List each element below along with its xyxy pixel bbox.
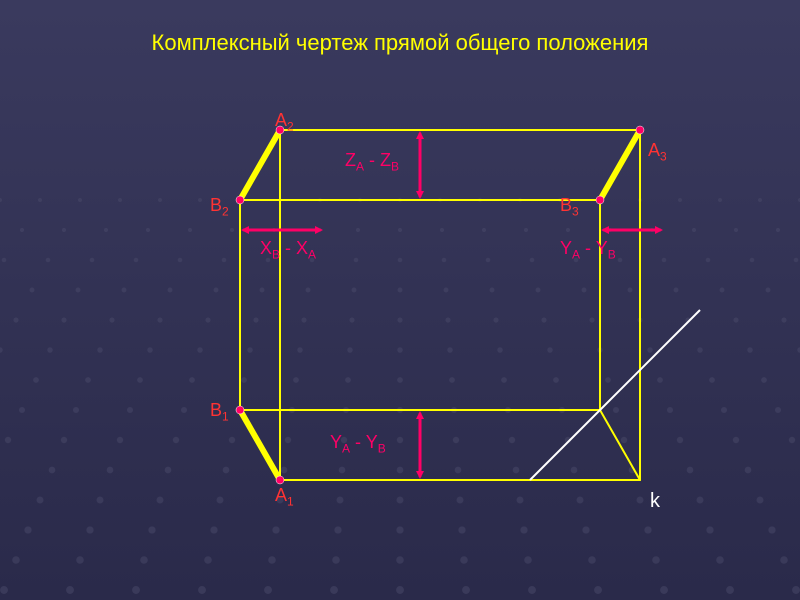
point-label-a2: A2: [275, 110, 294, 134]
dim-label-xb_xa: XB - XA: [260, 238, 316, 262]
k-axis-line: [530, 310, 700, 480]
point-a3: [636, 126, 644, 134]
dim-label-ya_yb_right: YA - YB: [560, 238, 616, 262]
point-label-a3: A3: [648, 140, 667, 164]
diagram-svg: [0, 0, 800, 600]
point-b2: [236, 196, 244, 204]
point-a1: [276, 476, 284, 484]
point-label-b2: B2: [210, 195, 229, 219]
point-b1: [236, 406, 244, 414]
dimension-arrows: [244, 134, 660, 476]
point-label-a1: A1: [275, 485, 294, 509]
point-label-b1: B1: [210, 400, 229, 424]
point-b3: [596, 196, 604, 204]
k-axis-label: k: [650, 490, 660, 513]
point-label-b3: B3: [560, 195, 579, 219]
box-outline: [240, 130, 640, 480]
dim-label-ya_yb_bottom: YA - YB: [330, 432, 386, 456]
stage: Комплексный чертеж прямой общего положен…: [0, 0, 800, 600]
projection-lines: [240, 130, 640, 480]
projection-points: [236, 126, 644, 484]
dim-label-za_zb: ZA - ZB: [345, 150, 399, 174]
